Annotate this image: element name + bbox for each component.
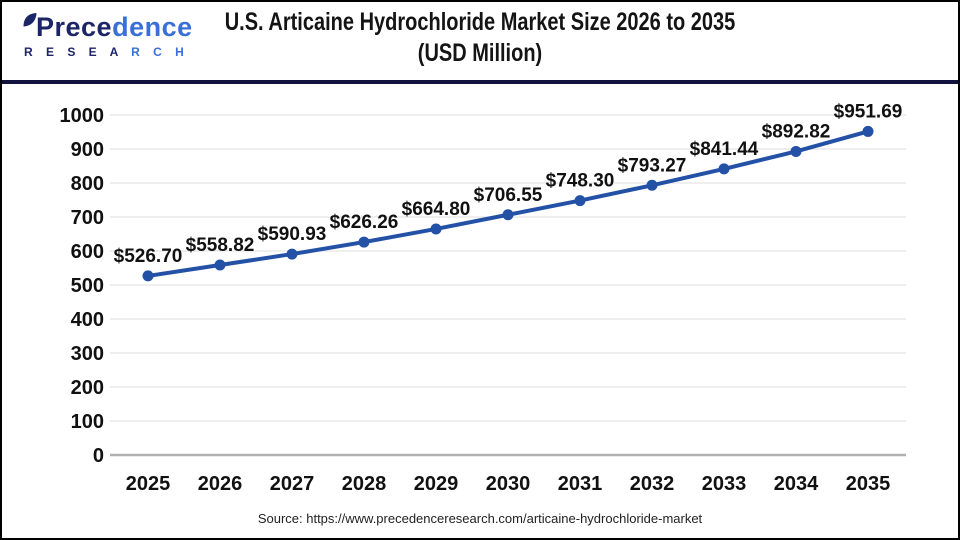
x-tick-label: 2035 — [846, 473, 891, 495]
logo-text: Precedence — [36, 12, 193, 42]
data-label: $526.70 — [114, 246, 183, 267]
data-label: $664.80 — [402, 199, 471, 220]
data-label: $626.26 — [330, 212, 399, 233]
y-tick-label: 800 — [71, 173, 104, 195]
data-label: $590.93 — [258, 224, 327, 245]
market-size-line-chart: 0 100 200 300 400 500 600 700 800 900 1000 2025 2026… — [60, 101, 906, 495]
x-tick-label: 2034 — [774, 473, 819, 495]
data-point — [142, 270, 154, 282]
chart-title: U.S. Articaine Hydrochloride Market Size… — [176, 7, 784, 69]
x-tick-label: 2029 — [414, 473, 459, 495]
y-tick-label: 500 — [71, 275, 104, 297]
chart-title-line1: U.S. Articaine Hydrochloride Market Size… — [224, 8, 736, 36]
y-tick-label: 700 — [71, 207, 104, 229]
y-tick-label: 600 — [71, 241, 104, 263]
y-tick-label: 0 — [93, 445, 104, 467]
data-label: $706.55 — [474, 185, 543, 206]
data-point — [790, 145, 802, 157]
data-label: $892.82 — [762, 121, 831, 142]
logo-wordmark: Precedence — [22, 12, 193, 42]
y-tick-label: 300 — [71, 343, 104, 365]
data-point — [646, 179, 658, 191]
x-tick-label: 2033 — [702, 473, 747, 495]
data-point — [286, 248, 298, 260]
chart-header: Precedence R E S E A R C H U.S. Articain… — [2, 2, 958, 84]
data-point — [502, 209, 514, 221]
data-point — [862, 125, 874, 137]
data-label: $793.27 — [618, 155, 687, 176]
data-point — [718, 163, 730, 175]
data-label: $748.30 — [546, 171, 615, 192]
chart-title-line2: (USD Million) — [417, 39, 543, 67]
leaf-icon — [23, 13, 37, 27]
precedence-research-logo: Precedence R E S E A R C H — [22, 12, 193, 59]
x-tick-label: 2030 — [486, 473, 531, 495]
x-tick-label: 2026 — [198, 473, 243, 495]
x-tick-label: 2027 — [270, 473, 315, 495]
data-label: $841.44 — [690, 139, 759, 160]
logo-subtext: R E S E A R C H — [24, 45, 189, 59]
x-tick-label: 2028 — [342, 473, 387, 495]
y-tick-label: 900 — [71, 139, 104, 161]
data-point — [574, 195, 586, 207]
x-tick-label: 2032 — [630, 473, 675, 495]
data-label: $951.69 — [834, 101, 903, 122]
y-tick-label: 1000 — [60, 105, 105, 127]
data-point — [358, 236, 370, 248]
source-caption: Source: https://www.precedenceresearch.c… — [257, 511, 703, 526]
x-tick-label: 2025 — [126, 473, 171, 495]
data-label: $558.82 — [186, 235, 255, 256]
y-tick-label: 100 — [71, 411, 104, 433]
data-point — [214, 259, 226, 271]
y-tick-label: 400 — [71, 309, 104, 331]
y-tick-label: 200 — [71, 377, 104, 399]
data-point — [430, 223, 442, 235]
x-tick-label: 2031 — [558, 473, 603, 495]
